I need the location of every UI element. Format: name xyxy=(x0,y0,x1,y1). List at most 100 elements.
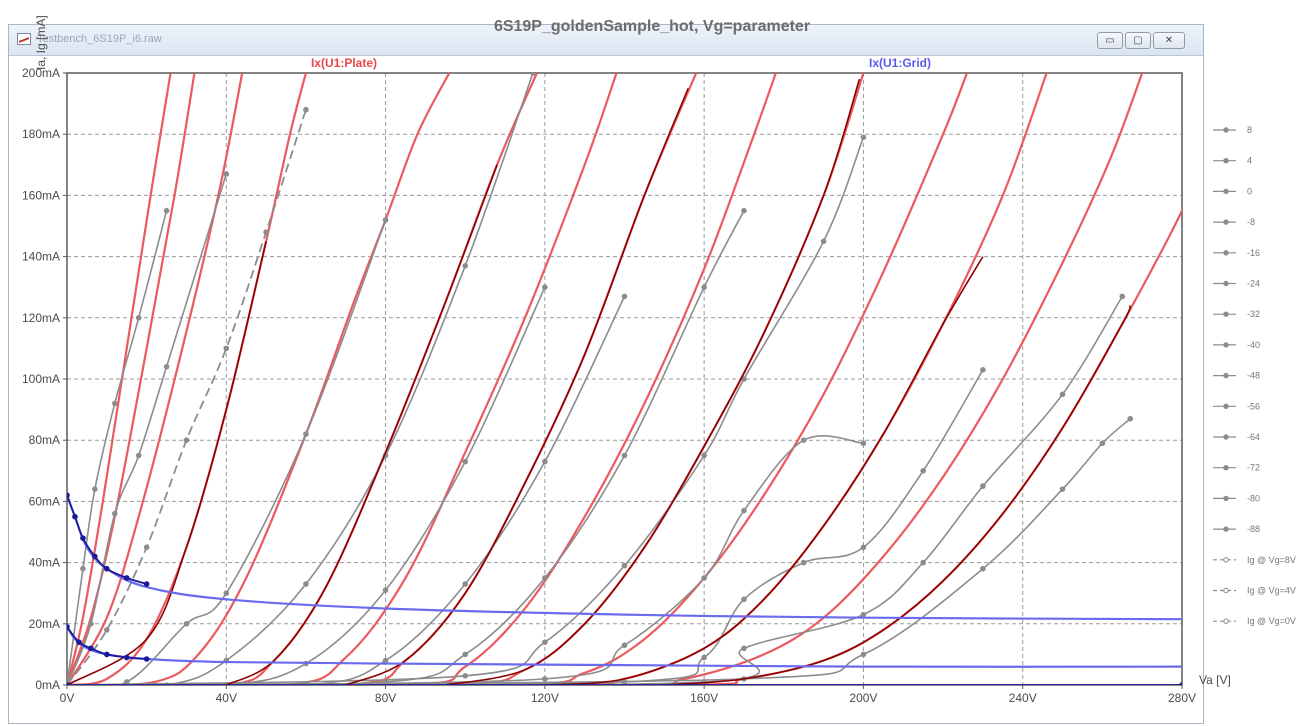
data-point xyxy=(861,134,867,140)
legend-label: -16 xyxy=(1247,248,1260,258)
data-point xyxy=(112,511,118,517)
data-point xyxy=(223,590,229,596)
data-point xyxy=(64,492,70,498)
y-tick-label: 100mA xyxy=(22,372,60,386)
data-point xyxy=(144,581,150,587)
legend-marker xyxy=(1224,496,1228,500)
data-point xyxy=(542,284,548,290)
legend-label: 4 xyxy=(1247,156,1252,166)
trace-label-grid: Ix(U1:Grid) xyxy=(869,56,931,70)
data-point xyxy=(741,645,747,651)
series-line-highlight xyxy=(445,79,859,685)
data-point xyxy=(980,566,986,572)
data-point xyxy=(72,514,78,520)
data-point xyxy=(92,486,98,492)
y-tick-label: 160mA xyxy=(22,188,60,202)
data-point xyxy=(88,621,94,627)
data-point xyxy=(164,208,170,214)
data-point xyxy=(920,560,926,566)
y-tick-label: 0mA xyxy=(35,678,60,692)
legend-label: -8 xyxy=(1247,217,1255,227)
series-line-model xyxy=(67,73,776,686)
legend-marker xyxy=(1224,159,1228,163)
x-tick-label: 40V xyxy=(216,691,237,705)
legend-marker xyxy=(1224,128,1228,132)
legend-marker xyxy=(1224,373,1228,377)
x-tick-label: 80V xyxy=(375,691,396,705)
series-line-highlight xyxy=(346,88,688,685)
y-tick-label: 20mA xyxy=(29,617,60,631)
data-point xyxy=(542,676,548,682)
legend-label: Ig @ Vg=0V xyxy=(1247,616,1296,626)
data-point xyxy=(164,364,170,370)
data-point xyxy=(701,453,707,459)
data-point xyxy=(462,581,468,587)
data-point xyxy=(861,440,867,446)
data-point xyxy=(462,263,468,269)
y-tick-label: 140mA xyxy=(22,250,60,264)
data-point xyxy=(861,545,867,551)
legend-marker xyxy=(1224,343,1228,347)
legend-marker xyxy=(1224,466,1228,470)
data-point xyxy=(622,294,628,300)
series-line-measured xyxy=(67,137,863,685)
data-point xyxy=(462,673,468,679)
x-tick-label: 240V xyxy=(1009,691,1037,705)
data-point xyxy=(701,575,707,581)
data-point xyxy=(263,229,269,235)
data-point xyxy=(383,217,389,223)
x-tick-label: 280V xyxy=(1168,691,1196,705)
legend-marker xyxy=(1224,527,1228,531)
legend-label: 8 xyxy=(1247,125,1252,135)
data-point xyxy=(64,624,70,630)
data-point xyxy=(462,652,468,658)
data-point xyxy=(701,655,707,661)
data-point xyxy=(622,642,628,648)
legend-label: -72 xyxy=(1247,463,1260,473)
data-point xyxy=(1127,416,1133,422)
series-line-measured xyxy=(67,370,983,685)
series-line-measured xyxy=(67,296,625,686)
series-line-ig_dashed xyxy=(67,110,306,685)
data-point xyxy=(223,346,229,352)
y-tick-label: 80mA xyxy=(29,433,60,447)
data-point xyxy=(80,535,86,541)
data-point xyxy=(542,575,548,581)
y-tick-label: 120mA xyxy=(22,311,60,325)
data-point xyxy=(184,437,190,443)
data-point xyxy=(104,652,110,658)
trace-label-plate: Ix(U1:Plate) xyxy=(311,56,377,70)
data-point xyxy=(104,566,110,572)
legend-label: -24 xyxy=(1247,279,1260,289)
data-point xyxy=(124,655,130,661)
data-point xyxy=(104,627,110,633)
data-point xyxy=(821,239,827,245)
y-axis-label: Ia, Ig [mA] xyxy=(34,15,48,70)
data-point xyxy=(124,575,130,581)
legend-label: Ig @ Vg=4V xyxy=(1247,586,1296,596)
legend-marker xyxy=(1224,588,1228,592)
legend-label: -40 xyxy=(1247,340,1260,350)
x-axis-label: Va [V] xyxy=(1199,673,1231,687)
data-point xyxy=(184,621,190,627)
series-line-measured xyxy=(67,287,545,686)
data-point xyxy=(144,545,150,551)
y-tick-label: 60mA xyxy=(29,494,60,508)
data-point xyxy=(223,171,229,177)
legend-marker xyxy=(1224,404,1228,408)
y-tick-label: 40mA xyxy=(29,556,60,570)
legend-label: -88 xyxy=(1247,524,1260,534)
legend-marker xyxy=(1224,312,1228,316)
data-point xyxy=(76,639,82,645)
data-point xyxy=(88,645,94,651)
legend-marker xyxy=(1224,558,1228,562)
legend-marker xyxy=(1224,281,1228,285)
data-point xyxy=(112,401,118,407)
data-point xyxy=(136,315,142,321)
data-point xyxy=(1100,440,1106,446)
data-point xyxy=(1060,392,1066,398)
data-point xyxy=(462,459,468,465)
series-line-model xyxy=(67,165,1198,686)
x-tick-label: 120V xyxy=(531,691,559,705)
data-point xyxy=(980,483,986,489)
